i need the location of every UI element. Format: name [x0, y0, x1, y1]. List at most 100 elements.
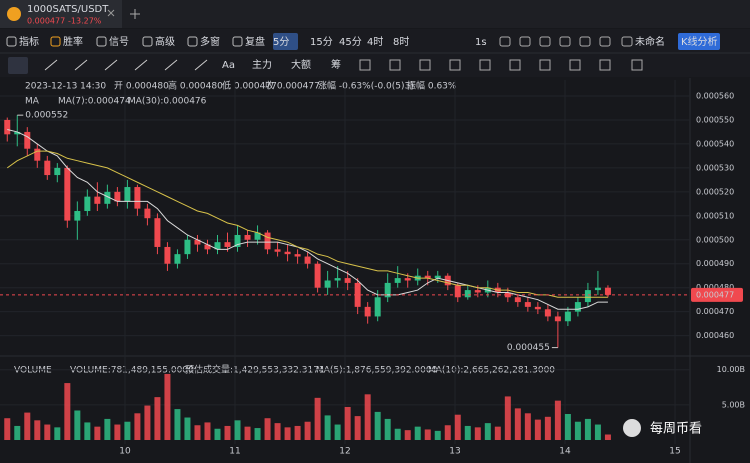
- candle-body: [554, 316, 561, 322]
- toolbar-icon[interactable]: [519, 36, 531, 47]
- tab-close[interactable]: [107, 9, 115, 17]
- toolbar-icon[interactable]: [539, 36, 551, 47]
- y-tick-label: 0.000550: [696, 115, 734, 124]
- volume-bar: [244, 426, 251, 440]
- candle-body: [24, 131, 31, 149]
- volume-bar: [54, 427, 61, 440]
- toolbar-icon[interactable]: [599, 36, 611, 47]
- volume-bar: [494, 426, 501, 440]
- candle-body: [374, 297, 381, 317]
- draw-tool-label[interactable]: Aa: [222, 60, 235, 71]
- candle-body: [564, 311, 571, 322]
- volume-bar: [424, 429, 431, 440]
- volume-bar: [44, 424, 51, 440]
- draw-tool[interactable]: [449, 59, 461, 71]
- toolbar-item[interactable]: 15分: [310, 36, 333, 48]
- volume-bar: [194, 425, 201, 440]
- draw-tool[interactable]: [419, 59, 431, 71]
- volume-bar: [294, 425, 301, 440]
- toolbar-item[interactable]: 多窗: [200, 35, 220, 48]
- volume-bar: [584, 418, 591, 440]
- draw-tool[interactable]: [389, 59, 401, 71]
- draw-tool[interactable]: [104, 59, 118, 71]
- candle-body: [154, 218, 161, 247]
- draw-tool[interactable]: [44, 59, 58, 71]
- candle-body: [424, 275, 431, 279]
- volume-bar: [314, 397, 321, 440]
- toolbar-item[interactable]: 5分: [273, 36, 289, 48]
- volume-bar: [144, 405, 151, 440]
- draw-tool[interactable]: [479, 59, 491, 71]
- volume-bar: [594, 424, 601, 440]
- volume-bar: [554, 400, 561, 440]
- volume-bar: [114, 424, 121, 440]
- candle-body: [334, 278, 341, 281]
- volume-bar: [24, 412, 31, 440]
- toolbar-item[interactable]: 信号: [109, 36, 129, 48]
- candle-body: [54, 167, 61, 176]
- candle-body: [324, 280, 331, 288]
- volume-tick-label: 10.00B: [717, 365, 745, 374]
- candle-body: [584, 290, 591, 303]
- draw-tool[interactable]: [359, 59, 371, 71]
- ma30-legend: MA(30):0.000476: [128, 97, 207, 107]
- candle-body: [454, 285, 461, 298]
- draw-tool[interactable]: [164, 59, 178, 71]
- x-tick-label: 10: [119, 447, 131, 457]
- volume-bar: [34, 420, 41, 440]
- toolbar-item[interactable]: 指标: [19, 35, 39, 48]
- ma-line: [7, 129, 608, 310]
- candle-body: [194, 239, 201, 245]
- toolbar-icon[interactable]: [559, 36, 571, 47]
- y-tick-label: 0.000500: [696, 235, 734, 244]
- toolbar-icon[interactable]: [499, 36, 511, 47]
- draw-tool-label[interactable]: 大额: [291, 58, 311, 71]
- x-tick-label: 14: [559, 447, 571, 457]
- seconds[interactable]: 1s: [475, 37, 487, 48]
- price-axis: [690, 78, 750, 463]
- volume-bar: [334, 424, 341, 440]
- draw-tool[interactable]: [539, 59, 551, 71]
- toolbar-item[interactable]: 8时: [393, 36, 409, 48]
- draw-tool-label[interactable]: 主力: [252, 58, 272, 71]
- draw-tool[interactable]: [509, 59, 521, 71]
- toolbar-icon[interactable]: [621, 36, 633, 47]
- toolbar-item[interactable]: 4时: [367, 36, 383, 48]
- analysis-label[interactable]: K线分析: [681, 35, 718, 48]
- x-tick-label: 12: [339, 447, 350, 457]
- analysis-button[interactable]: [678, 33, 720, 50]
- draw-tool[interactable]: [599, 59, 611, 71]
- candle-body: [174, 254, 181, 264]
- volume-bar: [384, 418, 391, 440]
- y-tick-label: 0.000530: [696, 163, 734, 172]
- toolbar-item[interactable]: 复盘: [245, 35, 265, 48]
- y-tick-label: 0.000490: [696, 259, 734, 268]
- draw-tool[interactable]: [631, 59, 643, 71]
- cursor-tool[interactable]: [8, 57, 28, 74]
- annotation: 0.000455: [507, 343, 550, 353]
- toolbar-item[interactable]: 高级: [155, 35, 175, 48]
- volume-bar: [514, 408, 521, 440]
- volume-bar: [234, 420, 241, 440]
- toolbar-item[interactable]: 胜率: [63, 35, 83, 48]
- draw-tool[interactable]: [74, 59, 88, 71]
- draw-tool-label[interactable]: 筹: [331, 58, 341, 71]
- y-tick-label: 0.000460: [696, 331, 734, 340]
- volume-legend-ma10: MA(10):2,665,262,281.3000: [428, 366, 555, 376]
- volume-bar: [474, 427, 481, 440]
- draw-tool[interactable]: [194, 59, 208, 71]
- candle-body: [264, 232, 271, 250]
- volume-bar: [354, 416, 361, 440]
- candle-body: [314, 263, 321, 288]
- layout-name[interactable]: 未命名: [635, 35, 665, 48]
- info-time: 2023-12-13 14:30: [25, 82, 106, 92]
- draw-tool[interactable]: [569, 59, 581, 71]
- toolbar-icon: [6, 36, 17, 47]
- toolbar-icon[interactable]: [579, 36, 591, 47]
- draw-tool[interactable]: [134, 59, 148, 71]
- volume-bar: [204, 422, 211, 440]
- new-tab[interactable]: [130, 9, 140, 19]
- volume-bar: [134, 413, 141, 440]
- toolbar-item[interactable]: 45分: [339, 36, 362, 48]
